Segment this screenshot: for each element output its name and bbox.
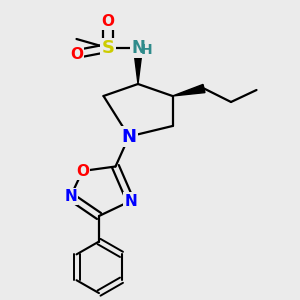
Text: O: O	[101, 14, 115, 28]
Text: N: N	[64, 189, 77, 204]
Text: H: H	[141, 44, 152, 57]
Polygon shape	[134, 48, 142, 84]
Text: N: N	[122, 128, 136, 146]
Text: N: N	[131, 39, 145, 57]
Text: N: N	[124, 194, 137, 208]
Text: O: O	[76, 164, 89, 178]
Polygon shape	[172, 84, 205, 96]
Text: O: O	[70, 46, 83, 62]
Text: S: S	[101, 39, 115, 57]
